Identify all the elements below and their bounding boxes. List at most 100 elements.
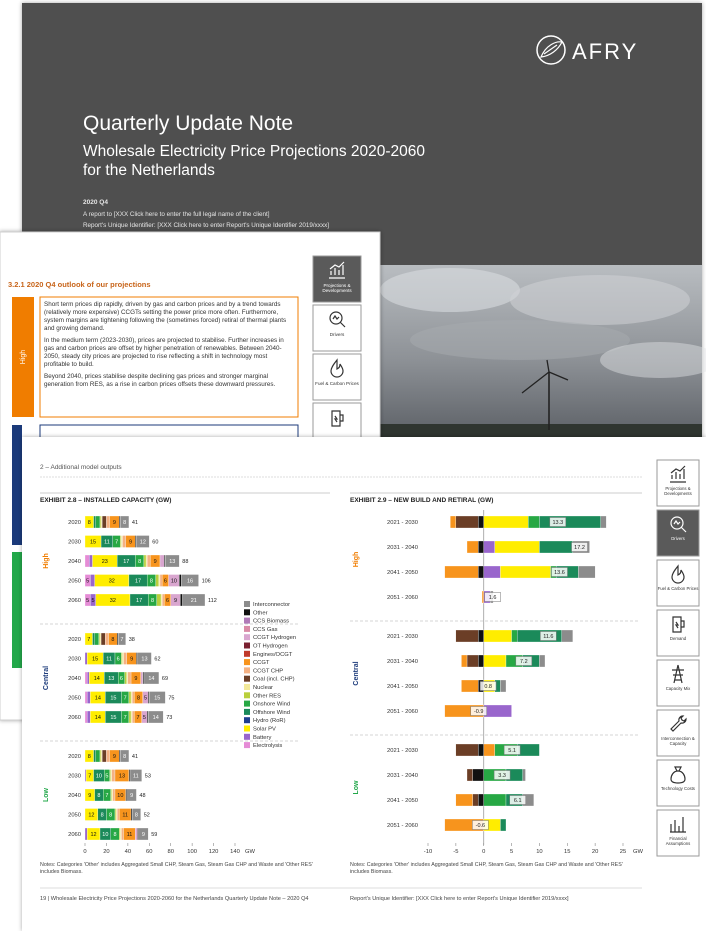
bar-segment (132, 711, 134, 723)
bar-segment (100, 633, 101, 645)
data-label: 16 (187, 579, 193, 585)
bar-segment (161, 594, 162, 606)
data-label: 14 (153, 715, 159, 721)
bar-segment (484, 566, 501, 578)
bar-segment (119, 828, 120, 840)
bar-segment (99, 633, 100, 645)
legend-swatch (244, 742, 250, 748)
total-label: 53 (145, 774, 151, 780)
nav-box[interactable] (657, 710, 699, 756)
data-label: 11 (127, 832, 133, 838)
bar-segment (159, 575, 160, 587)
bar-segment (116, 809, 117, 821)
data-label: 21 (191, 598, 197, 604)
bar-segment (131, 711, 132, 723)
footer-text: Report's Unique Identifier: [XXX Click h… (350, 896, 620, 903)
data-label: 5 (143, 715, 146, 721)
bar-segment (484, 744, 495, 756)
bar-segment (450, 516, 456, 528)
legend-label: Electrolysis (253, 743, 282, 749)
data-label: 6 (120, 676, 123, 682)
data-label: 9 (154, 559, 157, 565)
total-label: 0.8 (484, 684, 492, 690)
category-label: 2040 (68, 793, 81, 799)
bar-segment (578, 566, 595, 578)
legend-swatch (244, 651, 250, 657)
bar-segment (128, 672, 131, 684)
nav-label: Projections & Developments (657, 487, 699, 497)
bar-segment (478, 794, 484, 806)
bar-segment (129, 692, 131, 704)
legend-swatch (244, 726, 250, 732)
legend-label: Hydro (RoR) (253, 718, 286, 724)
bar-segment (461, 655, 467, 667)
bar-segment (484, 794, 506, 806)
x-tick-label: 20 (592, 849, 598, 855)
bar-segment (87, 692, 90, 704)
category-label: 2040 (68, 559, 81, 565)
data-label: 17 (135, 579, 141, 585)
bar-segment (601, 516, 607, 528)
data-label: 11 (133, 774, 139, 780)
total-label: 5.1 (508, 748, 516, 754)
data-label: 32 (110, 598, 116, 604)
bar-segment (87, 711, 90, 723)
bar-segment (456, 744, 478, 756)
data-label: 5 (105, 774, 108, 780)
data-label: 9 (130, 793, 133, 799)
x-tick-label: 0 (83, 849, 86, 855)
data-label: 8 (111, 637, 114, 643)
data-label: 8 (101, 813, 104, 819)
bar-segment (478, 541, 484, 553)
bar-segment (96, 516, 100, 528)
data-label: 7 (115, 540, 118, 546)
x-tick-label: 15 (564, 849, 570, 855)
data-label: 8 (88, 754, 91, 760)
data-label: 10 (96, 774, 102, 780)
legend-label: Other RES (253, 693, 281, 699)
bar-segment (106, 750, 109, 762)
nav-label: Capacity Mix (657, 687, 699, 692)
data-label: 8 (97, 793, 100, 799)
total-label: 60 (152, 540, 158, 546)
bar-segment (85, 672, 87, 684)
x-tick-label: 80 (167, 849, 173, 855)
bar-segment (112, 789, 113, 801)
x-tick-label: 120 (209, 849, 219, 855)
nav-box[interactable] (657, 460, 699, 506)
bar-segment (144, 555, 146, 567)
bar-segment (124, 653, 127, 665)
group-label: Low (353, 780, 360, 795)
bar-segment (119, 516, 120, 528)
bar-segment (467, 541, 478, 553)
data-label: 12 (140, 540, 146, 546)
bar-segment (131, 692, 132, 704)
category-label: 2030 (68, 774, 81, 780)
x-tick-label: 0 (482, 849, 485, 855)
nav-label: Technology Costs (657, 787, 699, 792)
bar-segment (160, 555, 164, 567)
total-label: 38 (129, 637, 135, 643)
bar-segment (456, 630, 478, 642)
bar-segment (484, 516, 529, 528)
bar-segment (478, 630, 484, 642)
bar-segment (539, 655, 545, 667)
data-label: 14 (95, 696, 101, 702)
legend-label: Onshore Wind (253, 702, 290, 708)
x-tick-label: -5 (453, 849, 458, 855)
legend-swatch (244, 734, 250, 740)
data-label: 8 (150, 579, 153, 585)
category-label: 2030 (68, 657, 81, 663)
category-label: 2031 - 2040 (387, 659, 418, 665)
total-label: 75 (168, 696, 174, 702)
data-label: 14 (94, 676, 100, 682)
data-label: 6 (164, 579, 167, 585)
bar-segment (456, 516, 478, 528)
nav-box[interactable] (657, 810, 699, 856)
category-label: 2051 - 2060 (387, 709, 418, 715)
bar-segment (93, 633, 95, 645)
outputs-graphics: 2 – Additional model outputs EXHIBIT 2.8… (0, 0, 706, 931)
bar-segment (147, 555, 150, 567)
bar-segment (135, 828, 137, 840)
legend-label: CCGT CHP (253, 668, 283, 674)
